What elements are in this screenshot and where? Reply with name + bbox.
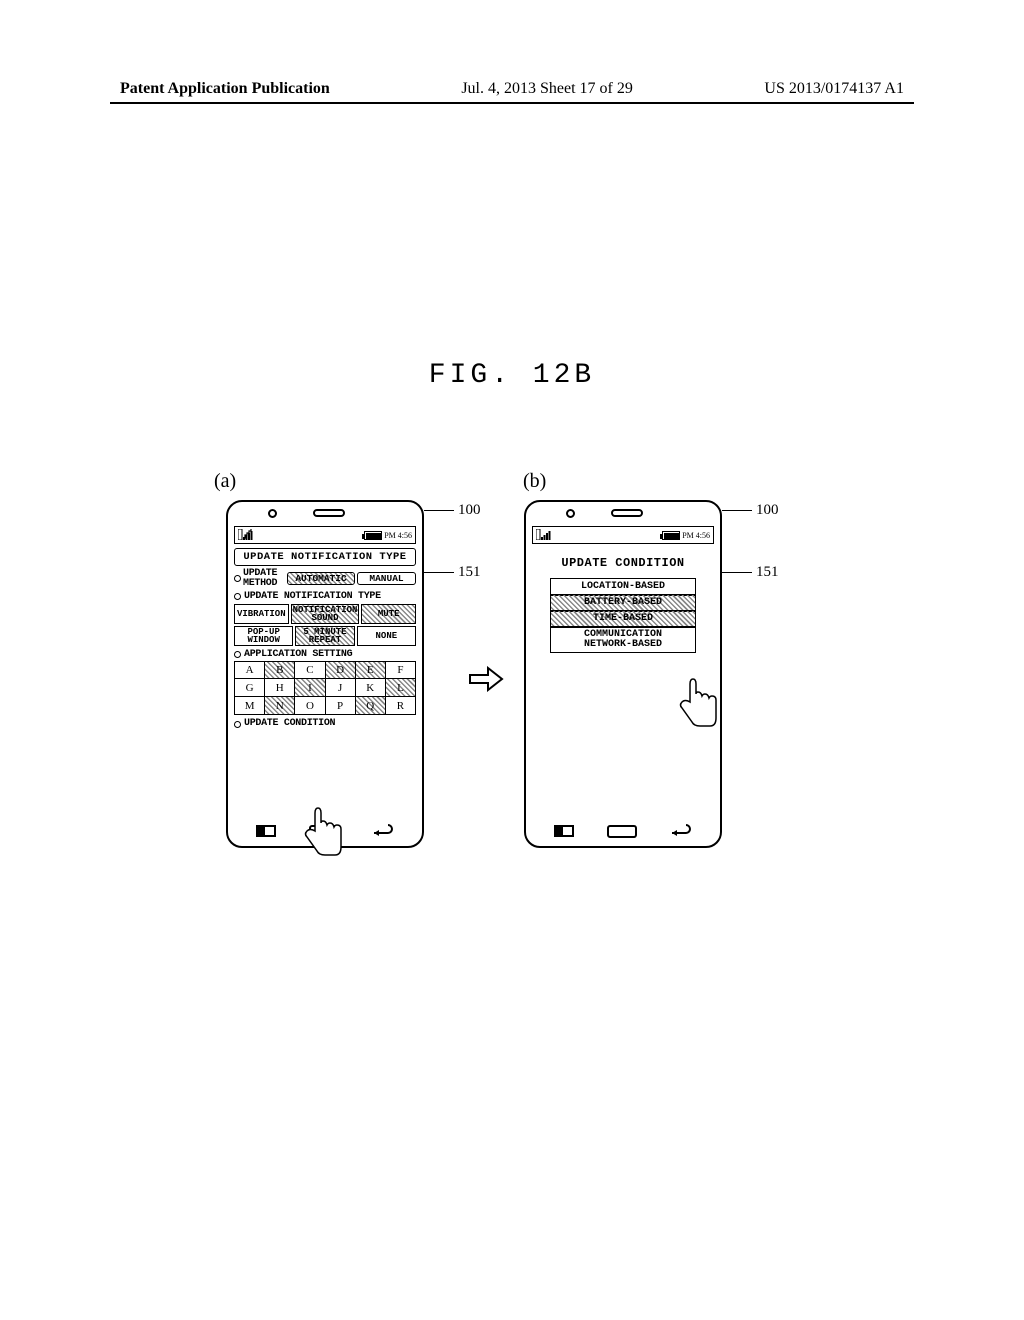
battery-icon <box>364 531 382 540</box>
ref-100b: 100 <box>756 502 779 519</box>
arrow-right-icon <box>468 666 504 697</box>
header-center: Jul. 4, 2013 Sheet 17 of 29 <box>461 80 633 98</box>
app-setting-header: APPLICATION SETTING <box>234 650 416 660</box>
back-icon[interactable] <box>372 822 394 841</box>
app-cell[interactable]: H <box>265 679 295 697</box>
repeat-option[interactable]: 5 MINUTEREPEAT <box>295 626 354 646</box>
automatic-option[interactable]: AUTOMATIC <box>287 572 355 585</box>
condition-list: LOCATION-BASEDBATTERY-BASEDTIME-BASEDCOM… <box>550 578 696 653</box>
app-setting-label: APPLICATION SETTING <box>244 650 352 660</box>
screen-a: UPDATE NOTIFICATION TYPE UPDATEMETHOD AU… <box>234 548 416 729</box>
camera-icon <box>566 509 575 518</box>
vibration-option[interactable]: VIBRATION <box>234 604 289 624</box>
app-cell[interactable]: G <box>234 679 265 697</box>
figure-title: FIG. 12B <box>0 360 1024 391</box>
bullet-icon <box>234 721 241 728</box>
ref-151b: 151 <box>756 564 779 581</box>
app-cell[interactable]: I <box>295 679 325 697</box>
mute-option[interactable]: MUTE <box>361 604 416 624</box>
none-option[interactable]: NONE <box>357 626 416 646</box>
condition-item[interactable]: LOCATION-BASED <box>550 578 696 596</box>
app-cell[interactable]: K <box>356 679 386 697</box>
battery-icon <box>662 531 680 540</box>
app-cell[interactable]: B <box>265 661 295 679</box>
ref-line-100a <box>424 510 454 511</box>
header-right: US 2013/0174137 A1 <box>764 80 904 98</box>
app-cell[interactable]: F <box>386 661 416 679</box>
app-cell[interactable]: Q <box>356 697 386 715</box>
update-condition-title: UPDATE CONDITION <box>532 556 714 570</box>
update-condition-label: UPDATE CONDITION <box>244 719 335 729</box>
notif-row-2: POP-UPWINDOW 5 MINUTEREPEAT NONE <box>234 626 416 646</box>
phone-a: PM 4:56 UPDATE NOTIFICATION TYPE UPDATEM… <box>226 500 424 848</box>
signal-icon <box>238 529 260 542</box>
update-method-label: UPDATEMETHOD <box>243 569 285 588</box>
status-bar-a: PM 4:56 <box>234 526 416 544</box>
app-cell[interactable]: R <box>386 697 416 715</box>
condition-item[interactable]: BATTERY-BASED <box>550 594 696 612</box>
update-condition-header: UPDATE CONDITION <box>234 719 416 729</box>
update-method-row: UPDATEMETHOD AUTOMATIC MANUAL <box>234 569 416 588</box>
notif-row-1: VIBRATION NOTIFICATIONSOUND MUTE <box>234 604 416 624</box>
app-cell[interactable]: L <box>386 679 416 697</box>
camera-icon <box>268 509 277 518</box>
signal-icon <box>536 529 558 542</box>
notif-type-header: UPDATE NOTIFICATION TYPE <box>234 592 416 602</box>
app-cell[interactable]: J <box>326 679 356 697</box>
phone-top-a <box>228 502 422 526</box>
condition-item[interactable]: COMMUNICATIONNETWORK-BASED <box>550 626 696 653</box>
title-box-a: UPDATE NOTIFICATION TYPE <box>234 548 416 566</box>
ref-line-100b <box>722 510 752 511</box>
menu-icon[interactable] <box>256 825 276 837</box>
status-time: PM 4:56 <box>682 531 710 540</box>
ref-line-151b <box>722 572 752 573</box>
page-header: Patent Application Publication Jul. 4, 2… <box>120 80 904 98</box>
condition-item[interactable]: TIME-BASED <box>550 610 696 628</box>
app-row: ABCDEF <box>234 661 416 679</box>
hand-pointer-a <box>290 803 350 888</box>
speaker-icon <box>611 509 643 517</box>
ref-151a: 151 <box>458 564 481 581</box>
hand-pointer-b <box>665 674 725 759</box>
notif-sound-option[interactable]: NOTIFICATIONSOUND <box>291 604 360 624</box>
status-bar-b: PM 4:56 <box>532 526 714 544</box>
bullet-icon <box>234 575 241 582</box>
app-cell[interactable]: E <box>356 661 386 679</box>
panel-b-label: (b) <box>523 470 546 493</box>
panel-a-label: (a) <box>214 470 236 493</box>
header-rule <box>110 102 914 104</box>
notif-type-label: UPDATE NOTIFICATION TYPE <box>244 592 381 602</box>
status-right: PM 4:56 <box>364 531 412 540</box>
app-row: MNOPQR <box>234 697 416 715</box>
ref-100a: 100 <box>458 502 481 519</box>
patent-page: Patent Application Publication Jul. 4, 2… <box>0 0 1024 1320</box>
screen-b: UPDATE CONDITION LOCATION-BASEDBATTERY-B… <box>532 556 714 653</box>
back-icon[interactable] <box>670 822 692 841</box>
app-cell[interactable]: P <box>326 697 356 715</box>
phone-top-b <box>526 502 720 526</box>
app-cell[interactable]: O <box>295 697 325 715</box>
status-time: PM 4:56 <box>384 531 412 540</box>
header-left: Patent Application Publication <box>120 80 330 98</box>
ref-line-151a <box>424 572 454 573</box>
speaker-icon <box>313 509 345 517</box>
phone-bottom-b <box>526 816 720 846</box>
app-cell[interactable]: D <box>326 661 356 679</box>
app-cell[interactable]: A <box>234 661 265 679</box>
popup-option[interactable]: POP-UPWINDOW <box>234 626 293 646</box>
home-button[interactable] <box>607 825 637 838</box>
app-row: GHIJKL <box>234 679 416 697</box>
app-cell[interactable]: C <box>295 661 325 679</box>
status-right: PM 4:56 <box>662 531 710 540</box>
app-grid: ABCDEFGHIJKLMNOPQR <box>234 661 416 715</box>
app-cell[interactable]: M <box>234 697 265 715</box>
manual-option[interactable]: MANUAL <box>357 572 416 585</box>
bullet-icon <box>234 651 241 658</box>
menu-icon[interactable] <box>554 825 574 837</box>
bullet-icon <box>234 593 241 600</box>
app-cell[interactable]: N <box>265 697 295 715</box>
